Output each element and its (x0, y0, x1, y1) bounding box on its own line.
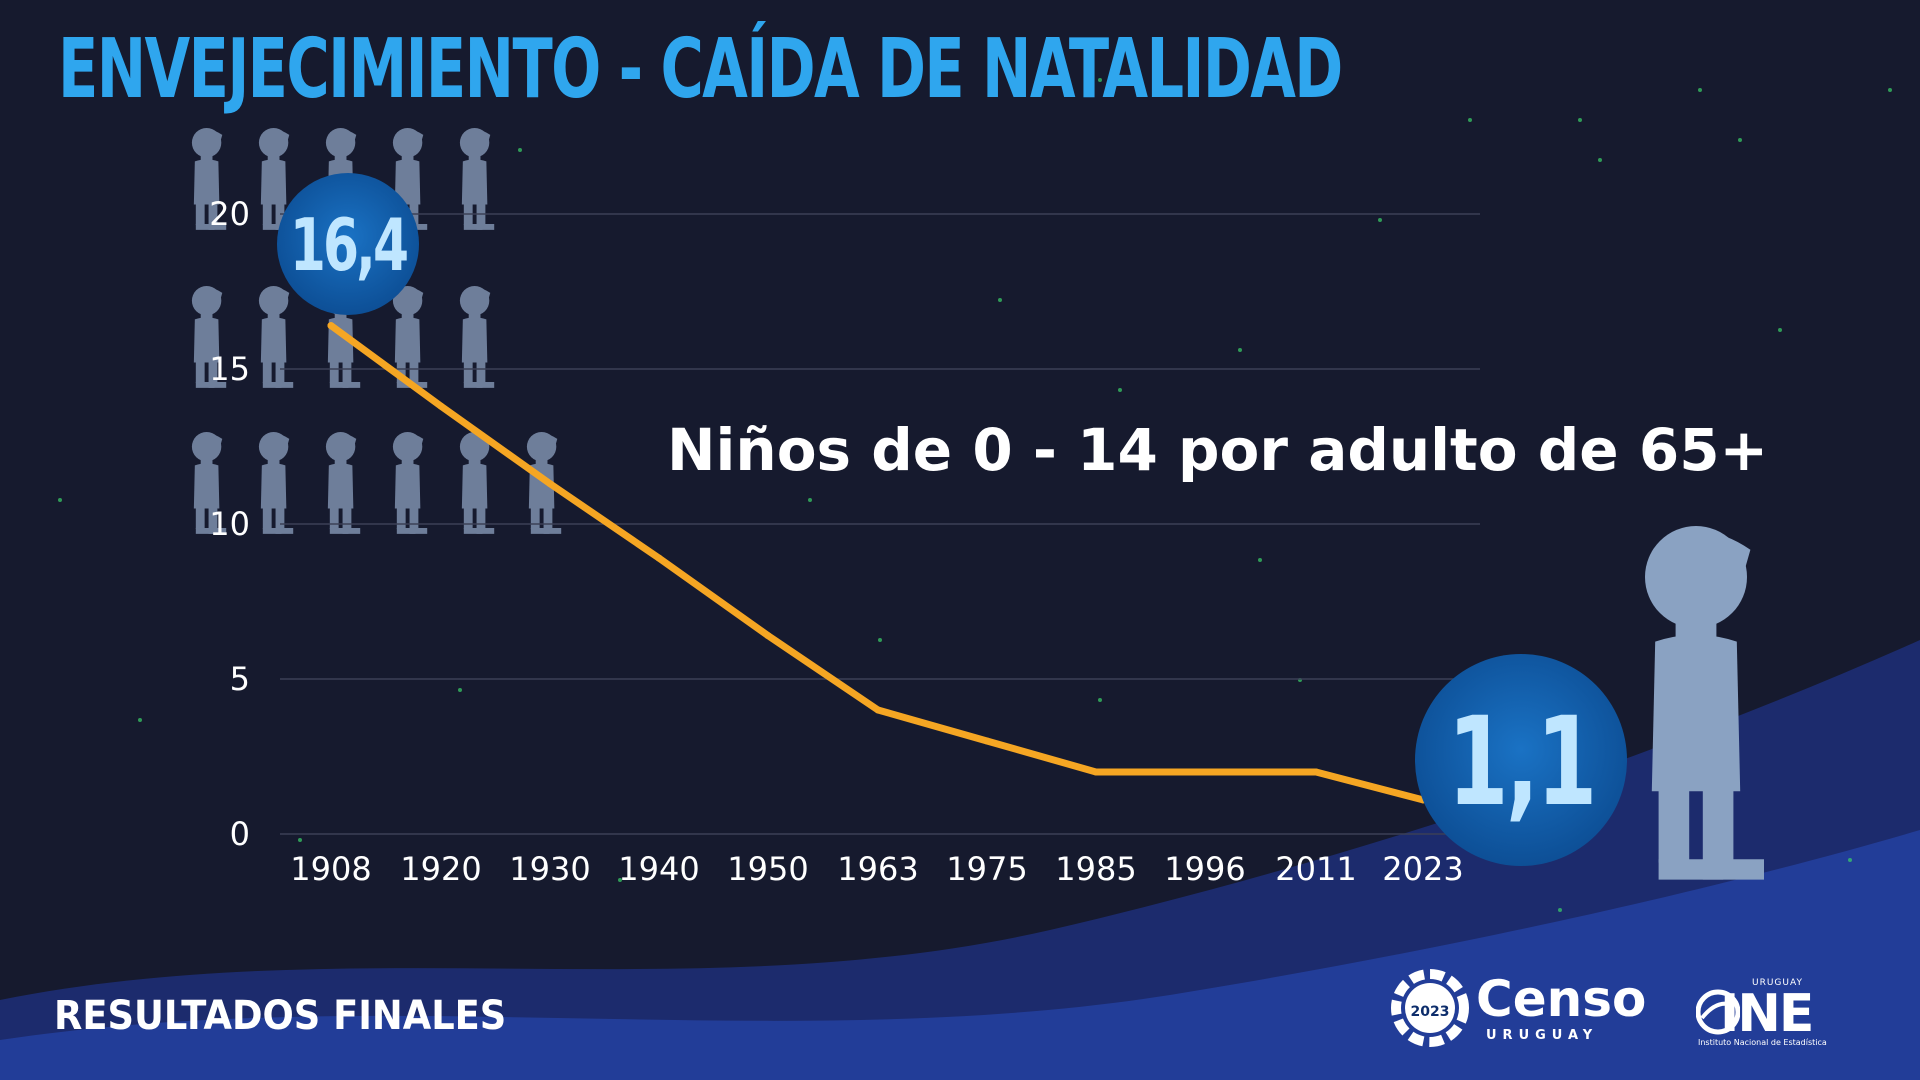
star (998, 298, 1002, 302)
y-tick-label: 10 (209, 505, 250, 543)
child-figure-icon (459, 128, 495, 230)
star (1238, 348, 1242, 352)
data-point (983, 737, 991, 745)
star (138, 718, 142, 722)
data-point (546, 480, 554, 488)
star (58, 498, 62, 502)
globe-icon (1696, 989, 1740, 1035)
censo-word: Censo (1476, 970, 1647, 1028)
value-bubble (277, 173, 419, 315)
star (1778, 328, 1782, 332)
x-tick-label: 1930 (509, 850, 590, 888)
star (1458, 458, 1462, 462)
star (618, 878, 622, 882)
y-tick-label: 20 (209, 195, 250, 233)
x-tick-label: 2023 (1382, 850, 1463, 888)
child-figure-icon (392, 286, 428, 388)
y-tick-label: 5 (230, 660, 250, 698)
star (808, 498, 812, 502)
star (1738, 138, 1742, 142)
x-tick-label: 1963 (837, 850, 918, 888)
ine-word: INE (1720, 984, 1814, 1044)
star (1698, 88, 1702, 92)
ine-top-text: URUGUAY (1752, 978, 1803, 988)
data-label: 16,4 (290, 203, 407, 287)
page-title: ENVEJECIMIENTO - CAÍDA DE NATALIDAD (58, 22, 1343, 117)
star (1258, 558, 1262, 562)
child-figure-icon (392, 432, 428, 534)
data-point (437, 402, 445, 410)
child-figure-icon (258, 128, 294, 230)
child-figure-icon (325, 432, 361, 534)
y-tick-label: 0 (230, 815, 250, 853)
censo-gear-icon: 2023 (1391, 969, 1469, 1047)
star (1848, 858, 1852, 862)
child-figure-icon (191, 432, 227, 534)
star (1888, 88, 1892, 92)
censo-badge-text: 2023 (1411, 1004, 1450, 1020)
x-tick-label: 1920 (400, 850, 481, 888)
x-tick-label: 1940 (618, 850, 699, 888)
x-tick-label: 1950 (727, 850, 808, 888)
data-point (1092, 768, 1100, 776)
star (1098, 698, 1102, 702)
chart-subtitle: Niños de 0 - 14 por adulto de 65+ (667, 416, 1769, 484)
star (458, 688, 462, 692)
data-point (1201, 768, 1209, 776)
x-tick-label: 1996 (1164, 850, 1245, 888)
child-figure-icon (258, 432, 294, 534)
star (1398, 458, 1402, 462)
value-bubble (1415, 654, 1627, 866)
data-point (327, 322, 335, 330)
data-point (1312, 768, 1320, 776)
footer-label: RESULTADOS FINALES (54, 993, 507, 1039)
ine-sub: Instituto Nacional de Estadística (1698, 1038, 1827, 1047)
star (1468, 118, 1472, 122)
censo-sub: URUGUAY (1486, 1028, 1599, 1043)
star (1598, 158, 1602, 162)
censo-logo: 2023 Censo URUGUAY (1388, 966, 1646, 1050)
y-tick-label: 15 (209, 350, 250, 388)
star (1578, 118, 1582, 122)
x-tick-label: 1985 (1055, 850, 1136, 888)
child-figure-icon (191, 128, 227, 230)
child-figure-icon (459, 286, 495, 388)
x-tick-label: 1975 (946, 850, 1027, 888)
data-label: 1,1 (1448, 691, 1595, 833)
data-point (655, 554, 663, 562)
x-tick-label: 1908 (290, 850, 371, 888)
star (518, 148, 522, 152)
data-point (874, 706, 882, 714)
series-line (327, 322, 1427, 804)
star (878, 638, 882, 642)
data-point (764, 632, 772, 640)
child-figure-icon (191, 286, 227, 388)
ine-logo: URUGUAY INE Instituto Nacional de Estadí… (1696, 978, 1836, 1050)
child-figure-icon (258, 286, 294, 388)
star (298, 838, 302, 842)
star (1378, 218, 1382, 222)
star (1098, 78, 1102, 82)
star (1118, 388, 1122, 392)
star (1558, 908, 1562, 912)
x-tick-label: 2011 (1275, 850, 1356, 888)
